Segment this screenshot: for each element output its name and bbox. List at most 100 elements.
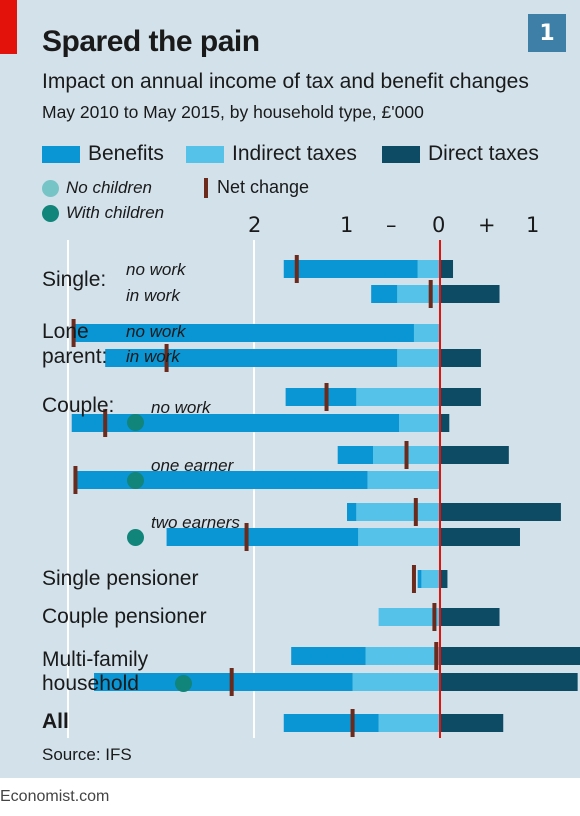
legend-benefits-swatch <box>42 145 80 163</box>
direct-taxes-bar <box>440 260 454 278</box>
direct-taxes-bar <box>440 388 481 406</box>
indirect-taxes-bar <box>367 471 440 489</box>
direct-taxes-bar <box>440 528 520 546</box>
sub-label-single-no-work: no work <box>126 260 186 279</box>
x-tick-label: 1 <box>340 213 354 237</box>
net-change-marker <box>244 523 249 551</box>
direct-taxes-bar <box>440 673 578 691</box>
net-change-marker <box>294 255 299 283</box>
with-children-dot-icon <box>127 529 144 546</box>
category-label-lone-parent-2: parent: <box>42 345 108 368</box>
indirect-taxes-bar <box>413 324 440 342</box>
legend-with-children: With children <box>42 203 164 223</box>
direct-taxes-bar <box>440 503 561 521</box>
sub-label-lone-no-work: no work <box>126 322 186 341</box>
benefits-bar <box>417 570 422 588</box>
brand-tab <box>0 0 17 54</box>
legend-no-children-label: No children <box>66 178 152 197</box>
benefits-bar <box>283 714 379 732</box>
category-label-single: Single: <box>42 268 107 291</box>
legend-direct-swatch <box>382 145 420 163</box>
sub-label-couple-two-earners: two earners <box>151 513 240 532</box>
benefits-bar <box>371 285 398 303</box>
no-children-dot-icon <box>127 447 144 464</box>
benefits-bar <box>285 388 357 406</box>
indirect-taxes-bar <box>356 388 440 406</box>
no-children-dot-icon <box>175 651 192 668</box>
category-label-multi-family-1: Multi-family <box>42 648 149 671</box>
legend-direct: Direct taxes <box>382 142 539 166</box>
legend-benefits-label: Benefits <box>88 142 164 165</box>
x-tick-label: 0 <box>432 213 446 237</box>
sub-label-couple-no-work: no work <box>151 398 211 417</box>
indirect-taxes-bar <box>397 349 440 367</box>
net-change-marker <box>73 466 78 494</box>
direct-taxes-bar <box>440 446 509 464</box>
category-label-all: All <box>42 710 69 733</box>
net-change-marker <box>164 344 169 372</box>
indirect-taxes-bar <box>358 528 440 546</box>
x-tick-label: 2 <box>248 213 262 237</box>
direct-taxes-bar <box>440 647 580 665</box>
direct-taxes-bar <box>440 414 450 432</box>
direct-taxes-bar <box>440 570 448 588</box>
benefits-bar <box>291 647 366 665</box>
indirect-taxes-bar <box>417 260 440 278</box>
category-label-lone-parent-1: Lone <box>42 320 89 343</box>
with-children-dot-icon <box>127 414 144 431</box>
legend-with-children-label: With children <box>66 203 165 222</box>
indirect-taxes-bar <box>352 673 440 691</box>
legend-direct-label: Direct taxes <box>428 142 539 165</box>
no-children-dot-icon <box>42 179 59 197</box>
indirect-taxes-bar <box>397 285 440 303</box>
benefits-bar <box>71 414 400 432</box>
x-tick-label: – <box>386 213 397 237</box>
chart-plot-area <box>67 240 580 738</box>
net-change-marker <box>411 565 416 593</box>
net-change-marker <box>432 603 437 631</box>
indirect-taxes-bar <box>365 647 440 665</box>
legend-net-change-label: Net change <box>217 177 310 197</box>
benefits-bar <box>337 446 374 464</box>
benefits-bar <box>75 471 368 489</box>
indirect-taxes-bar <box>399 414 440 432</box>
indirect-taxes-bar <box>356 503 440 521</box>
footer-credit: Economist.com <box>0 788 110 805</box>
legend-net-change-marker <box>204 177 208 198</box>
net-change-marker <box>324 383 329 411</box>
legend-indirect-label: Indirect taxes <box>232 142 357 165</box>
legend-no-children: No children <box>42 178 152 198</box>
sub-label-lone-in-work: in work <box>126 347 180 366</box>
category-label-couple: Couple: <box>42 394 115 417</box>
chart-subtitle-detail: May 2010 to May 2015, by household type,… <box>42 102 424 122</box>
net-change-marker <box>229 668 234 696</box>
benefits-bar <box>283 260 418 278</box>
with-children-dot-icon <box>127 472 144 489</box>
net-change-marker <box>71 319 76 347</box>
with-children-dot-icon <box>42 204 59 222</box>
net-change-marker <box>434 642 439 670</box>
chart-number-badge: 1 <box>528 14 566 52</box>
no-children-dot-icon <box>127 504 144 521</box>
sub-label-single-in-work: in work <box>126 286 180 305</box>
legend-indirect-swatch <box>186 145 224 163</box>
net-change-marker <box>413 498 418 526</box>
chart-subtitle: Impact on annual income of tax and benef… <box>42 70 529 93</box>
indirect-taxes-bar <box>378 714 440 732</box>
legend-benefits: Benefits <box>42 142 164 166</box>
category-label-single-pensioner: Single pensioner <box>42 567 199 590</box>
net-change-marker <box>103 409 108 437</box>
x-tick-label: 1 <box>526 213 540 237</box>
net-change-marker <box>404 441 409 469</box>
legend-indirect: Indirect taxes <box>186 142 357 166</box>
with-children-dot-icon <box>175 675 192 692</box>
benefits-bar <box>105 349 398 367</box>
direct-taxes-bar <box>440 285 500 303</box>
indirect-taxes-bar <box>421 570 440 588</box>
net-change-marker <box>428 280 433 308</box>
direct-taxes-bar <box>440 608 500 626</box>
benefits-bar <box>347 503 357 521</box>
sub-label-couple-one-earner: one earner <box>151 456 234 475</box>
category-label-multi-family-2: household <box>42 672 139 695</box>
benefits-bar <box>94 673 353 691</box>
